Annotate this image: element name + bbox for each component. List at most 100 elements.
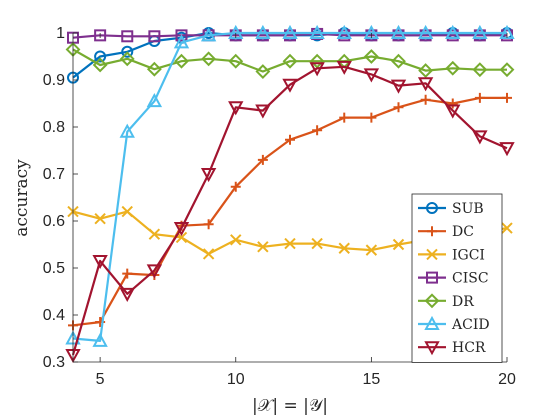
y-tick-label: 0.9 <box>43 72 65 89</box>
data-point-cisc <box>94 29 107 42</box>
x-tick-label: 20 <box>498 371 516 388</box>
data-point-hcr <box>472 130 488 145</box>
legend-label-cisc: CISC <box>452 271 489 287</box>
data-point-hcr <box>282 78 298 93</box>
data-point-igci <box>121 205 133 218</box>
legend-item-acid: ACID <box>418 315 490 333</box>
y-tick-label: 0.7 <box>43 166 65 183</box>
data-point-hcr <box>92 254 108 270</box>
data-point-acid <box>336 24 352 39</box>
data-point-igci <box>338 242 350 254</box>
legend-marker-dr <box>424 293 440 309</box>
y-tick-label: 0.6 <box>43 213 65 230</box>
y-tick-label: 0.3 <box>43 354 65 371</box>
legend-marker-acid <box>424 315 440 330</box>
x-ticks: 5 10 15 20 <box>96 33 516 388</box>
data-point-cisc <box>175 29 188 42</box>
x-axis-title: |𝒳| = |𝒴| <box>252 396 328 416</box>
legend-marker-sub <box>426 202 438 214</box>
data-point-hcr <box>173 222 190 237</box>
series-hcr <box>65 60 515 364</box>
data-point-dr <box>472 62 488 78</box>
legend-label-hcr: HCR <box>452 340 486 356</box>
data-point-acid <box>119 123 135 138</box>
series-line-hcr <box>71 65 508 356</box>
data-point-sub <box>121 45 134 58</box>
y-tick-label: 0.4 <box>43 307 65 324</box>
legend-item-dr: DR <box>418 293 474 310</box>
legend-marker-dc <box>427 226 437 237</box>
legend-label-acid: ACID <box>451 317 490 333</box>
data-point-dr <box>363 49 379 64</box>
x-tick-label: 10 <box>227 371 245 388</box>
data-point-igci <box>230 234 242 246</box>
data-point-igci <box>284 237 296 250</box>
series-line-acid <box>72 31 507 342</box>
legend-marker-hcr <box>424 341 440 356</box>
data-point-igci <box>94 212 106 225</box>
data-point-hcr <box>445 104 461 119</box>
data-point-acid <box>309 24 325 39</box>
data-point-hcr <box>309 62 325 77</box>
data-point-dc <box>474 92 485 103</box>
data-point-dr <box>282 53 298 69</box>
data-point-acid <box>390 24 407 39</box>
legend-label-dc: DC <box>452 224 474 240</box>
data-point-dc <box>366 112 377 123</box>
data-point-igci <box>311 237 323 250</box>
data-point-dc <box>203 219 214 230</box>
data-point-dc <box>339 112 350 123</box>
series-dr <box>65 42 515 79</box>
data-point-hcr <box>499 142 515 157</box>
plot-area <box>65 24 515 364</box>
data-point-hcr <box>363 68 380 83</box>
data-point-cisc <box>121 30 134 43</box>
data-point-dc <box>312 125 323 136</box>
y-axis-title: accuracy <box>12 159 32 237</box>
y-ticks: 0.3 0.4 0.5 0.6 0.7 0.8 0.9 1 <box>43 25 78 371</box>
legend-item-hcr: HCR <box>418 340 486 356</box>
data-point-hcr <box>336 60 352 75</box>
data-point-dr <box>146 61 162 77</box>
data-point-acid <box>282 24 298 39</box>
data-point-hcr <box>228 101 244 116</box>
data-point-igci <box>501 222 513 234</box>
data-point-dr <box>174 53 189 69</box>
data-point-dr <box>445 60 461 76</box>
data-point-cisc <box>148 30 161 43</box>
data-point-hcr <box>255 104 271 119</box>
data-point-acid <box>146 93 163 108</box>
legend-label-igci: IGCI <box>452 247 485 263</box>
data-point-dr <box>119 51 135 67</box>
data-point-igci <box>365 244 378 256</box>
y-tick-label: 1 <box>56 25 65 42</box>
legend: SUB DC IGCI CISC DR ACID HCR <box>411 193 503 363</box>
data-point-acid <box>445 24 461 39</box>
data-point-dc <box>285 134 295 145</box>
data-point-dr <box>228 53 244 69</box>
data-point-dc <box>447 98 458 109</box>
series-line-dr <box>72 48 507 73</box>
data-point-dc <box>502 92 512 103</box>
x-tick-label: 5 <box>96 371 105 388</box>
data-point-hcr <box>119 287 135 302</box>
data-point-acid <box>173 34 190 49</box>
data-point-sub <box>94 50 107 63</box>
series-line-cisc <box>72 32 507 39</box>
data-point-dr <box>391 53 406 69</box>
data-point-dr <box>418 63 434 79</box>
x-tick-label: 15 <box>362 371 380 388</box>
data-point-acid <box>472 24 488 39</box>
data-point-hcr <box>417 77 434 92</box>
data-point-hcr <box>390 79 407 94</box>
data-point-hcr <box>146 264 163 279</box>
data-point-dc <box>420 94 431 105</box>
data-point-hcr <box>200 168 217 183</box>
data-point-dc <box>257 154 268 165</box>
data-point-igci <box>257 241 269 253</box>
data-point-igci <box>202 248 215 260</box>
legend-marker-cisc <box>426 271 438 284</box>
data-point-acid <box>417 24 434 39</box>
y-tick-label: 0.8 <box>43 119 65 136</box>
